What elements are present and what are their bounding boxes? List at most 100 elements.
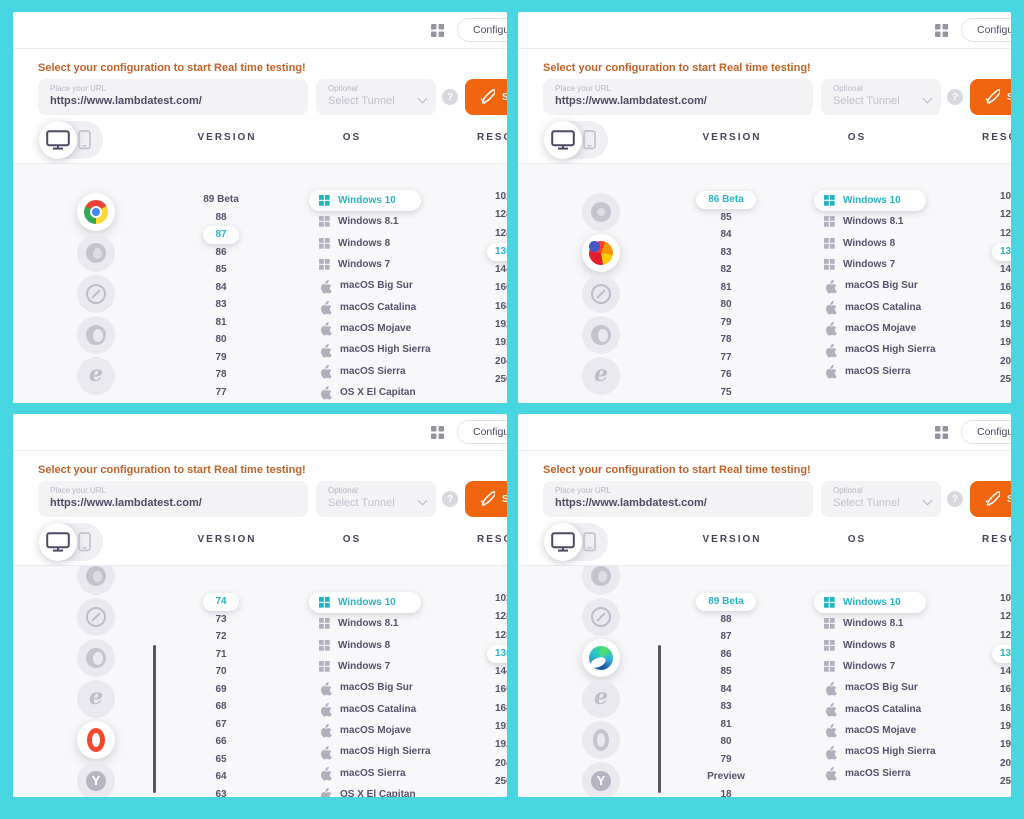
- start-button[interactable]: START: [465, 79, 507, 115]
- os-option-windows-7[interactable]: Windows 7: [814, 656, 926, 677]
- os-option-macos-mojave[interactable]: macOS Mojave: [309, 318, 421, 339]
- os-option-macos-catalina[interactable]: macOS Catalina: [814, 296, 926, 317]
- os-option-macos-sierra[interactable]: macOS Sierra: [814, 360, 926, 381]
- resolution-option[interactable]: 1600x900: [495, 684, 507, 696]
- version-option[interactable]: 72: [215, 631, 227, 642]
- version-option[interactable]: 87: [720, 631, 732, 642]
- os-option-windows-7[interactable]: Windows 7: [814, 254, 926, 275]
- os-option-windows-10[interactable]: Windows 10: [309, 190, 421, 212]
- version-option[interactable]: 86 Beta: [696, 191, 756, 209]
- os-option-macos-catalina[interactable]: macOS Catalina: [309, 698, 421, 719]
- mobile-icon[interactable]: [71, 523, 97, 561]
- os-option-windows-8[interactable]: Windows 8: [309, 233, 421, 254]
- configurations-button[interactable]: Configurations: [961, 18, 1011, 42]
- version-option[interactable]: 74: [203, 593, 239, 611]
- browser-option-safari[interactable]: [77, 275, 115, 313]
- version-option[interactable]: 68: [215, 701, 227, 712]
- help-icon[interactable]: ?: [442, 89, 458, 105]
- resolution-option[interactable]: 2560x1440: [1000, 775, 1011, 787]
- resolution-option[interactable]: 1920x1200: [1000, 739, 1011, 751]
- version-option[interactable]: 78: [720, 334, 732, 345]
- version-option[interactable]: Preview: [707, 771, 745, 782]
- os-option-macos-big-sur[interactable]: macOS Big Sur: [814, 677, 926, 698]
- resolution-option[interactable]: 2560x1440: [495, 775, 507, 787]
- resolution-option[interactable]: 1600x900: [1000, 684, 1011, 696]
- resolution-option[interactable]: 1280x800: [495, 209, 507, 221]
- version-option[interactable]: 70: [215, 666, 227, 677]
- os-option-windows-8-1[interactable]: Windows 8.1: [814, 613, 926, 634]
- os-option-macos-high-sierra[interactable]: macOS High Sierra: [309, 339, 431, 360]
- os-option-windows-8-1[interactable]: Windows 8.1: [814, 211, 926, 232]
- resolution-option[interactable]: 2560x1440: [495, 373, 507, 385]
- resolution-option[interactable]: 1680x1050: [1000, 300, 1011, 312]
- url-input[interactable]: Place your URL https://www.lambdatest.co…: [543, 79, 813, 115]
- resolution-option[interactable]: 2048x1536: [1000, 757, 1011, 769]
- os-option-macos-mojave[interactable]: macOS Mojave: [309, 720, 421, 741]
- os-option-os-x-el-capitan[interactable]: OS X El Capitan: [309, 382, 421, 403]
- mobile-icon[interactable]: [576, 121, 602, 159]
- resolution-option[interactable]: 1024x768: [495, 593, 507, 604]
- resolution-option[interactable]: 1920x1080: [495, 721, 507, 733]
- tunnel-select[interactable]: Optional Select Tunnel: [821, 481, 941, 517]
- os-option-windows-8[interactable]: Windows 8: [814, 233, 926, 254]
- browser-option-edge[interactable]: [77, 316, 115, 354]
- version-option[interactable]: 84: [720, 683, 732, 695]
- configurations-button[interactable]: Configurations: [457, 18, 507, 42]
- version-option[interactable]: 81: [720, 281, 732, 293]
- resolution-option[interactable]: 2048x1536: [1000, 355, 1011, 367]
- version-option[interactable]: 67: [215, 718, 227, 730]
- browser-option-yandex[interactable]: [77, 762, 115, 797]
- url-input[interactable]: Place your URL https://www.lambdatest.co…: [38, 79, 308, 115]
- resolution-option[interactable]: 1440x900: [495, 666, 507, 678]
- os-option-windows-10[interactable]: Windows 10: [814, 190, 926, 212]
- browser-option-opera[interactable]: [77, 721, 115, 759]
- browser-option-firefox[interactable]: [77, 234, 115, 272]
- browser-option-edge[interactable]: [77, 639, 115, 677]
- version-option[interactable]: 83: [720, 246, 732, 258]
- browser-list-scrollbar[interactable]: [153, 645, 156, 793]
- browser-option-safari[interactable]: [77, 598, 115, 636]
- apps-grid-icon[interactable]: [935, 23, 948, 37]
- resolution-option[interactable]: 1440x900: [1000, 666, 1011, 678]
- version-option[interactable]: 84: [720, 229, 732, 240]
- version-option[interactable]: 80: [720, 299, 732, 310]
- desktop-icon[interactable]: [39, 121, 77, 159]
- start-button[interactable]: START: [970, 481, 1011, 517]
- version-option[interactable]: 89 Beta: [203, 194, 239, 205]
- browser-option-opera[interactable]: [582, 721, 620, 759]
- os-option-macos-mojave[interactable]: macOS Mojave: [814, 720, 926, 741]
- browser-option-yandex[interactable]: [582, 762, 620, 797]
- resolution-option[interactable]: 1280x1024: [1000, 227, 1011, 239]
- help-icon[interactable]: ?: [442, 491, 458, 507]
- help-icon[interactable]: ?: [947, 89, 963, 105]
- os-option-windows-7[interactable]: Windows 7: [309, 254, 421, 275]
- version-option[interactable]: 87: [203, 226, 239, 244]
- browser-option-ie[interactable]: [582, 357, 620, 395]
- browser-option-edge[interactable]: [582, 316, 620, 354]
- browser-option-firefox[interactable]: [582, 234, 620, 272]
- desktop-icon[interactable]: [39, 523, 77, 561]
- desktop-icon[interactable]: [544, 523, 582, 561]
- browser-list-scrollbar[interactable]: [658, 645, 661, 793]
- browser-option-edge[interactable]: [582, 639, 620, 677]
- resolution-option[interactable]: 1920x1080: [495, 319, 507, 331]
- tunnel-select[interactable]: Optional Select Tunnel: [316, 481, 436, 517]
- os-option-windows-7[interactable]: Windows 7: [309, 656, 421, 677]
- version-option[interactable]: 85: [720, 666, 732, 677]
- version-option[interactable]: 77: [215, 386, 227, 398]
- resolution-option[interactable]: 1920x1080: [1000, 721, 1011, 733]
- resolution-option[interactable]: 1920x1200: [495, 337, 507, 349]
- version-option[interactable]: 83: [720, 701, 732, 712]
- version-option[interactable]: 86: [215, 246, 227, 258]
- resolution-option[interactable]: 1366x768: [992, 644, 1011, 664]
- resolution-option[interactable]: 1920x1200: [495, 739, 507, 751]
- os-option-windows-8[interactable]: Windows 8: [309, 635, 421, 656]
- url-input[interactable]: Place your URL https://www.lambdatest.co…: [543, 481, 813, 517]
- resolution-option[interactable]: 1280x1024: [495, 227, 507, 239]
- version-option[interactable]: 85: [720, 211, 732, 223]
- browser-option-chrome[interactable]: [77, 193, 115, 231]
- os-option-windows-10[interactable]: Windows 10: [814, 592, 926, 614]
- os-option-macos-big-sur[interactable]: macOS Big Sur: [309, 275, 421, 296]
- os-option-macos-high-sierra[interactable]: macOS High Sierra: [814, 741, 936, 762]
- tunnel-select[interactable]: Optional Select Tunnel: [821, 79, 941, 115]
